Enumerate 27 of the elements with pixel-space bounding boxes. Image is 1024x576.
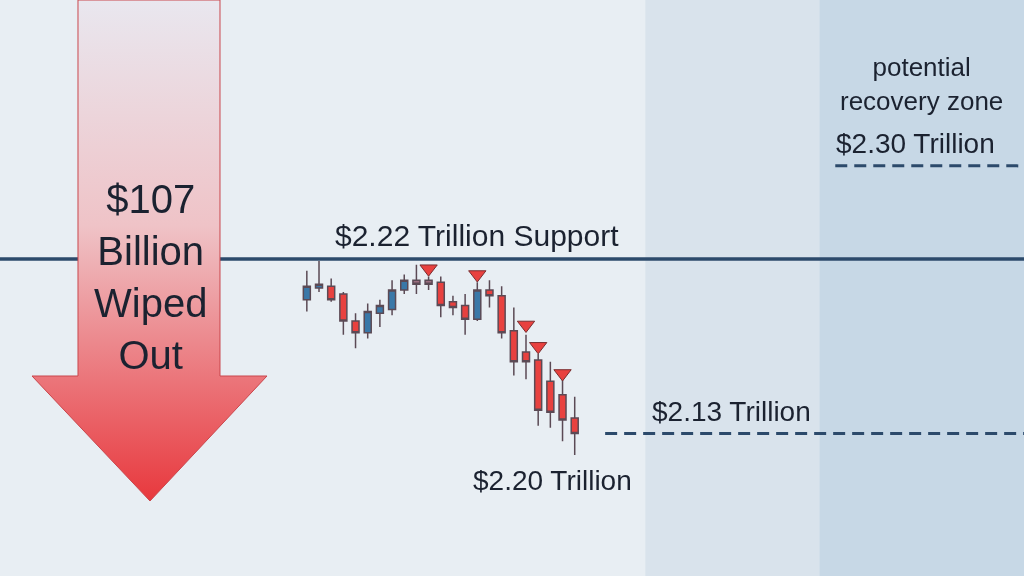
candlestick — [314, 260, 324, 293]
candlestick — [339, 291, 348, 336]
candlestick — [351, 312, 360, 349]
candlestick — [497, 285, 506, 340]
candlestick — [412, 264, 421, 295]
candlestick — [400, 273, 409, 295]
text: potential recovery zone — [840, 52, 1004, 116]
text: $2.20 Trillion — [473, 465, 632, 496]
candlestick — [387, 279, 397, 317]
candlestick — [546, 361, 555, 429]
ref-line-label: $2.30 Trillion — [836, 128, 995, 159]
candlestick — [485, 279, 494, 309]
candlestick — [448, 295, 458, 317]
candlestick — [509, 306, 519, 377]
candlestick — [460, 293, 470, 336]
candlestick — [436, 275, 446, 318]
candlestick — [473, 281, 482, 322]
candlestick — [521, 333, 531, 381]
candlestick — [375, 298, 385, 328]
ref-line-label: $2.13 Trillion — [652, 396, 811, 427]
candlestick — [326, 277, 336, 303]
candlestick — [302, 269, 312, 313]
text: $107 Billion Wiped Out — [94, 177, 208, 377]
ref-line-label: $2.22 Trillion Support — [335, 219, 620, 252]
candlestick — [363, 302, 372, 340]
candlestick — [570, 395, 579, 456]
candlestick — [424, 275, 433, 291]
